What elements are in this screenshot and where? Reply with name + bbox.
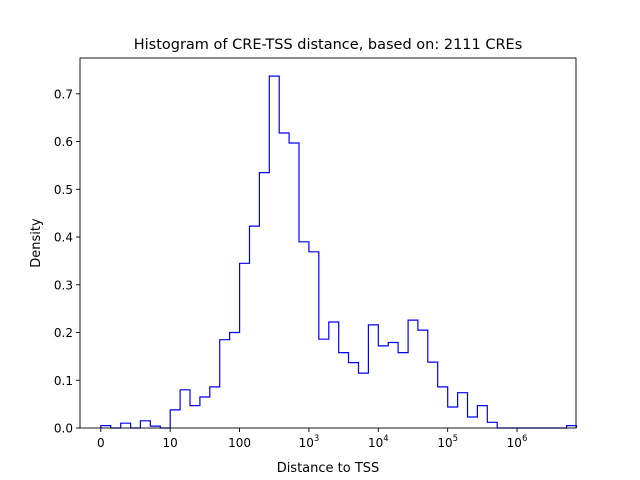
y-tick-label: 0.5 [54,183,73,197]
x-tick-exponent: 5 [453,434,458,444]
x-tick-label: 10 [163,436,178,450]
x-tick-base: 100 [228,436,251,450]
y-tick-label: 0.3 [54,278,73,292]
y-tick-label: 0.1 [54,374,73,388]
x-tick-base: 10 [507,436,522,450]
x-tick-label: 0 [97,436,105,450]
axes-frame [79,57,577,429]
x-tick-base: 0 [97,436,105,450]
x-axis-label: Distance to TSS [277,461,380,476]
plot-area: 0.00.10.20.30.40.50.60.7 0 10 100 103 104 105… [54,57,578,450]
x-tick-label: 106 [507,434,528,450]
y-tick-label: 0.7 [54,87,73,101]
x-axis-ticks: 0 10 100 103 104 105 106 [97,428,527,450]
x-tick-base: 10 [299,436,314,450]
x-tick-exponent: 4 [383,434,388,444]
x-tick-exponent: 3 [314,434,319,444]
y-tick-label: 0.6 [54,135,73,149]
x-tick-label: 105 [437,434,458,450]
histogram-step-line [100,75,578,429]
x-tick-exponent: 6 [522,434,527,444]
x-tick-base: 10 [163,436,178,450]
x-tick-base: 10 [368,436,383,450]
x-tick-label: 104 [368,434,389,450]
y-tick-label: 0.2 [54,326,73,340]
x-tick-label: 103 [299,434,320,450]
x-tick-label: 100 [228,436,251,450]
chart-title: Histogram of CRE-TSS distance, based on:… [134,37,523,53]
y-tick-label: 0.4 [54,231,73,245]
y-tick-label: 0.0 [54,422,73,436]
y-axis-ticks: 0.0 0.1 0.2 0.3 0.4 0.5 0.6 0.7 [54,87,80,436]
x-tick-base: 10 [437,436,452,450]
y-axis-label: Density [29,218,44,268]
